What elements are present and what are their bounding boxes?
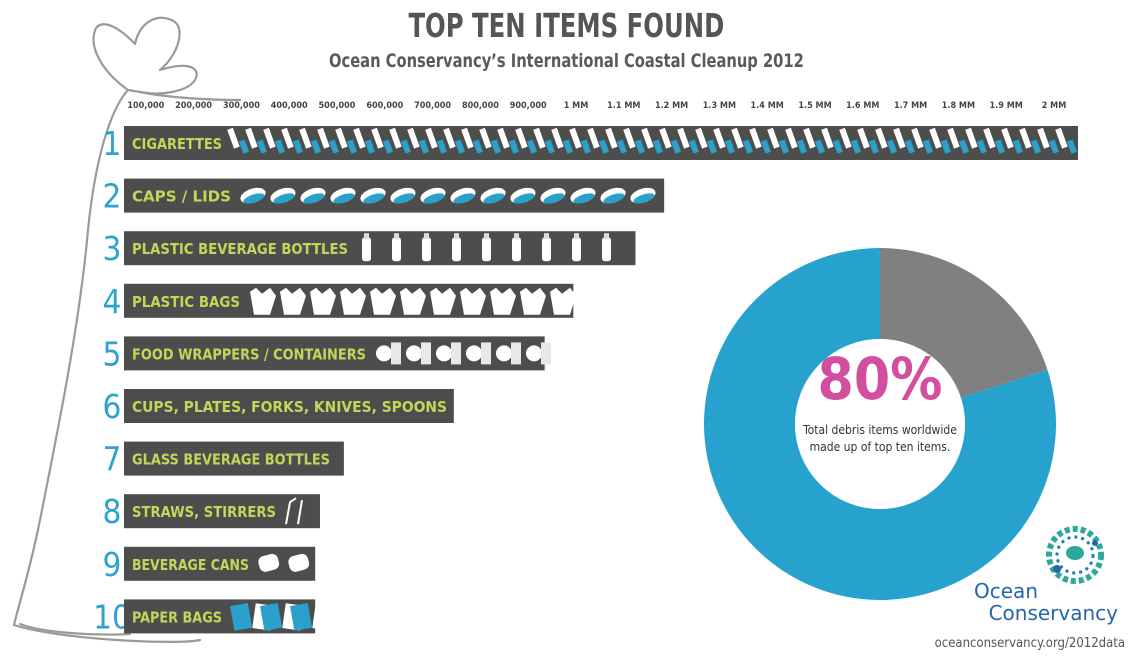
x-tick-label: 1 MM: [564, 101, 589, 111]
x-tick-label: 300,000: [223, 101, 260, 111]
category-label: GLASS BEVERAGE BOTTLES: [132, 451, 330, 469]
bar-row: 8 STRAWS, STIRRERS: [103, 492, 320, 531]
item-icons: [230, 603, 334, 631]
x-tick-label: 900,000: [510, 101, 547, 111]
rank-number: 4: [103, 282, 122, 321]
brand-name: Ocean Conservancy: [968, 580, 1118, 624]
donut-chart: [704, 248, 1056, 601]
rank-number: 5: [103, 334, 122, 373]
brand-line-1: Ocean: [974, 579, 1038, 603]
donut-slice-top-ten: [704, 248, 1056, 601]
item-icons: [362, 233, 611, 262]
rank-number: 7: [103, 440, 122, 479]
x-tick-label: 2 MM: [1042, 101, 1067, 111]
bar-row: 2 CAPS / LIDS: [103, 177, 665, 216]
bar-series: 1 CIGARETTES 2 CAPS / LIDS 3 PLASTIC BEVERAGE…: [93, 124, 1078, 636]
bar-row: 1 CIGARETTES: [103, 124, 1078, 163]
turtle-wreath-logo: [1046, 526, 1104, 584]
bar-row: 10 PAPER BAGS: [93, 597, 334, 636]
x-tick-label: 400,000: [271, 101, 308, 111]
x-axis: 100,000 200,000 300,000 400,000 500,000 600,0…: [127, 101, 1066, 111]
x-tick-label: 1.2 MM: [655, 101, 688, 111]
x-tick-label: 800,000: [462, 101, 499, 111]
donut-slice-other: [880, 248, 1048, 398]
item-icons: [227, 127, 1078, 154]
bar-row: 4 PLASTIC BAGS: [103, 282, 576, 321]
source-url: oceanconservancy.org/2012data: [934, 636, 1125, 651]
chart-subtitle: Ocean Conservancy’s International Coasta…: [329, 50, 804, 72]
x-tick-label: 1.3 MM: [703, 101, 736, 111]
x-tick-label: 1.6 MM: [846, 101, 879, 111]
bar-row: 9 BEVERAGE CANS: [103, 545, 316, 584]
chart-title: TOP TEN ITEMS FOUND: [408, 6, 725, 45]
category-label: PLASTIC BEVERAGE BOTTLES: [132, 240, 348, 258]
x-tick-label: 100,000: [127, 101, 164, 111]
x-tick-label: 1.7 MM: [894, 101, 927, 111]
item-icons: [240, 187, 656, 204]
category-label: CAPS / LIDS: [132, 188, 231, 206]
category-label: FOOD WRAPPERS / CONTAINERS: [132, 345, 366, 363]
rank-number: 6: [103, 387, 122, 426]
trash-bag-outline: [12, 16, 242, 643]
rank-number: 2: [103, 177, 122, 216]
bar: [124, 546, 316, 581]
bar-row: 7 GLASS BEVERAGE BOTTLES: [103, 440, 344, 479]
category-label: CUPS, PLATES, FORKS, KNIVES, SPOONS: [132, 398, 447, 416]
item-icons: [258, 553, 310, 572]
x-tick-label: 1.1 MM: [607, 101, 640, 111]
rank-number: 8: [103, 492, 122, 531]
donut-description: Total debris items worldwide made up of …: [803, 423, 957, 454]
x-tick-label: 600,000: [366, 101, 403, 111]
x-tick-label: 200,000: [175, 101, 212, 111]
x-tick-label: 1.9 MM: [990, 101, 1023, 111]
category-label: BEVERAGE CANS: [132, 556, 249, 574]
bar-row: 5 FOOD WRAPPERS / CONTAINERS: [103, 334, 551, 373]
donut-percent-label: 80%: [817, 345, 943, 413]
x-tick-label: 500,000: [319, 101, 356, 111]
rank-number: 9: [103, 545, 122, 584]
x-tick-label: 1.4 MM: [751, 101, 784, 111]
donut-center: [795, 339, 965, 509]
bar: [124, 441, 344, 476]
item-icons: [285, 497, 303, 525]
category-label: PAPER BAGS: [132, 608, 222, 626]
rank-number: 1: [103, 124, 122, 163]
item-icons: [376, 342, 551, 365]
item-icons: [250, 287, 576, 315]
brand-line-2: Conservancy: [988, 601, 1118, 625]
category-label: CIGARETTES: [132, 135, 222, 153]
x-tick-label: 1.5 MM: [798, 101, 831, 111]
rank-number: 3: [103, 229, 122, 268]
bar-row: 3 PLASTIC BEVERAGE BOTTLES: [103, 229, 636, 268]
bar: [124, 389, 454, 423]
x-tick-label: 700,000: [414, 101, 451, 111]
category-label: STRAWS, STIRRERS: [132, 503, 276, 521]
bar-row: 6 CUPS, PLATES, FORKS, KNIVES, SPOONS: [103, 387, 454, 426]
category-label: PLASTIC BAGS: [132, 293, 240, 311]
x-tick-label: 1.8 MM: [942, 101, 975, 111]
